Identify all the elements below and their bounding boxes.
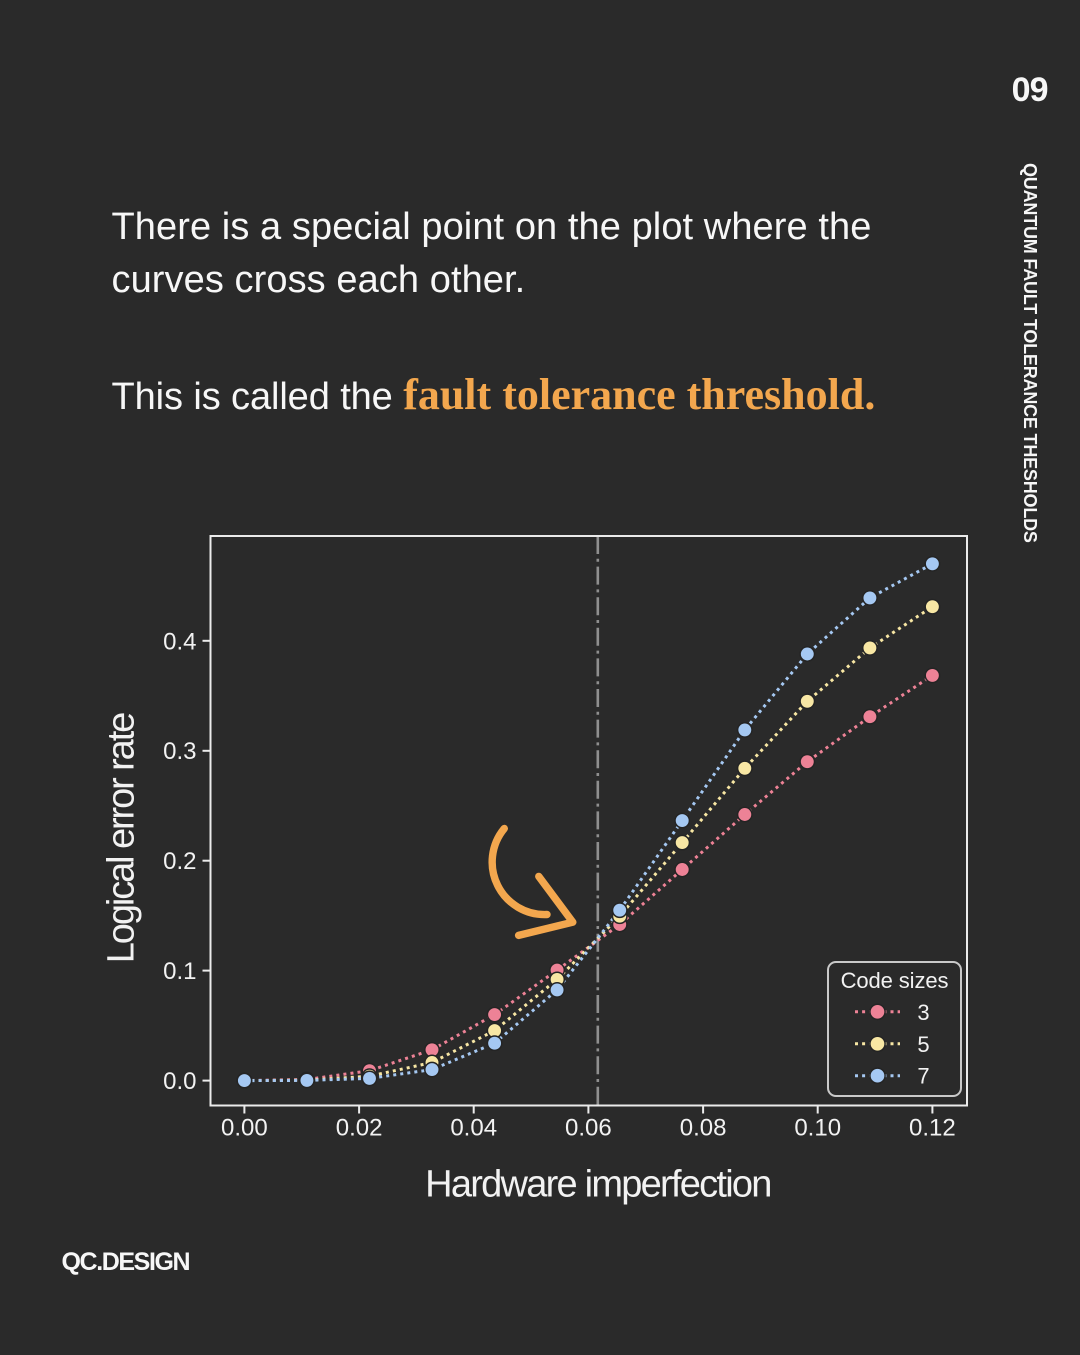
svg-text:5: 5 xyxy=(917,1032,929,1057)
svg-text:0.3: 0.3 xyxy=(163,738,196,765)
svg-text:0.04: 0.04 xyxy=(450,1115,497,1142)
svg-text:3: 3 xyxy=(917,1000,929,1025)
svg-text:0.2: 0.2 xyxy=(163,848,196,875)
svg-text:0.00: 0.00 xyxy=(221,1115,268,1142)
svg-text:Code sizes: Code sizes xyxy=(841,968,949,993)
svg-text:0.4: 0.4 xyxy=(163,628,196,655)
svg-text:7: 7 xyxy=(917,1064,929,1089)
svg-text:0.12: 0.12 xyxy=(909,1115,956,1142)
svg-text:0.10: 0.10 xyxy=(794,1115,841,1142)
svg-text:0.06: 0.06 xyxy=(565,1115,612,1142)
svg-text:0.0: 0.0 xyxy=(163,1068,196,1095)
svg-text:0.02: 0.02 xyxy=(336,1115,383,1142)
svg-text:Hardware imperfection: Hardware imperfection xyxy=(425,1164,771,1206)
svg-text:Logical error rate: Logical error rate xyxy=(101,713,143,963)
svg-text:0.1: 0.1 xyxy=(163,958,196,985)
svg-text:0.08: 0.08 xyxy=(680,1115,727,1142)
